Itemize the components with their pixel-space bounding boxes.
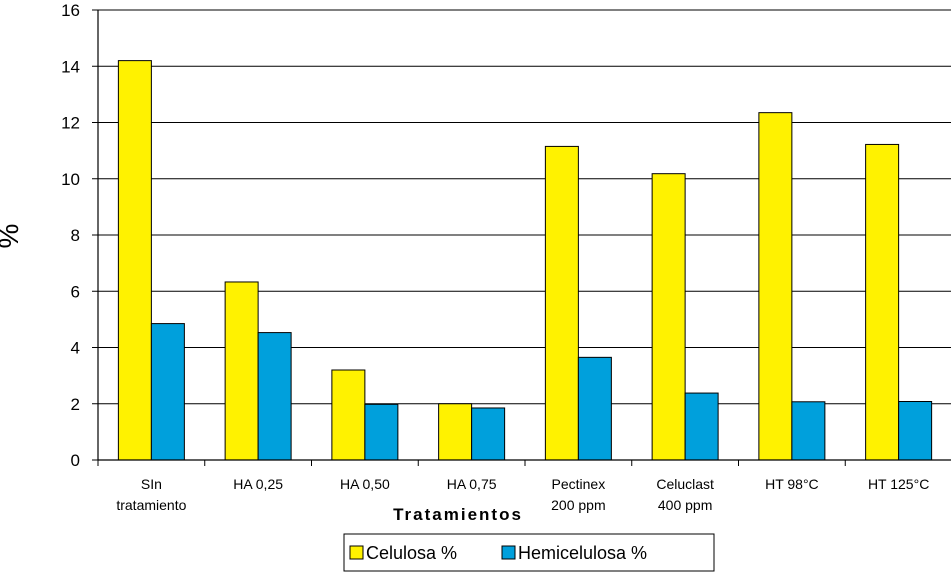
legend-label: Hemicelulosa % <box>518 543 647 563</box>
x-tick-label: tratamiento <box>116 497 186 513</box>
bar-celulosa <box>117 60 152 461</box>
x-tick-label: SIn <box>141 476 162 492</box>
bar-hemicelulosa <box>364 403 399 461</box>
bar-hemicelulosa <box>684 392 719 461</box>
legend-box <box>343 533 715 572</box>
y-tick-label: 12 <box>61 114 80 133</box>
bar-celulosa <box>758 112 793 461</box>
y-tick-label: 4 <box>71 339 80 358</box>
y-tick-label: 2 <box>71 395 80 414</box>
y-tick-label: 6 <box>71 282 80 301</box>
x-category-labels: SIn tratamiento HA 0,25 HA 0,50 HA 0,75 Pecti… <box>116 476 929 513</box>
bar-hemicelulosa <box>791 401 826 461</box>
legend-swatch <box>501 545 516 560</box>
bar-celulosa <box>865 143 900 461</box>
x-tick-label: 400 ppm <box>658 497 712 513</box>
axes <box>92 9 951 466</box>
x-tick-label: Celuclast <box>656 476 714 492</box>
x-axis-title: Tratamientos <box>393 505 523 524</box>
legend: Celulosa % Hemicelulosa % <box>343 533 715 572</box>
y-tick-labels: 0 2 4 6 8 10 12 14 16 <box>61 1 80 470</box>
bar-celulosa <box>224 281 259 461</box>
x-tick-label: HA 0,75 <box>447 476 497 492</box>
y-tick-label: 0 <box>71 451 80 470</box>
x-tick-label: HA 0,50 <box>340 476 390 492</box>
x-tick-label: 200 ppm <box>551 497 605 513</box>
x-tick-label: Pectinex <box>552 476 606 492</box>
x-tick-label: HT 98°C <box>765 476 819 492</box>
y-axis-title: % <box>0 224 24 249</box>
bar-hemicelulosa <box>150 323 185 461</box>
bar-hemicelulosa <box>898 401 933 461</box>
bar-hemicelulosa <box>577 356 612 461</box>
bar-celulosa <box>331 369 366 461</box>
bar-hemicelulosa <box>257 332 292 461</box>
bar-celulosa <box>438 403 473 461</box>
bar-hemicelulosa <box>471 407 506 461</box>
bars <box>117 60 933 461</box>
y-tick-label: 10 <box>61 170 80 189</box>
y-tick-label: 8 <box>71 226 80 245</box>
legend-label: Celulosa % <box>366 543 457 563</box>
x-tick-label: HA 0,25 <box>233 476 283 492</box>
y-tick-label: 16 <box>61 1 80 20</box>
x-tick-label: HT 125°C <box>868 476 929 492</box>
bar-celulosa <box>651 173 686 461</box>
legend-swatch <box>349 545 364 560</box>
bar-celulosa <box>544 145 579 461</box>
y-tick-label: 14 <box>61 57 80 76</box>
